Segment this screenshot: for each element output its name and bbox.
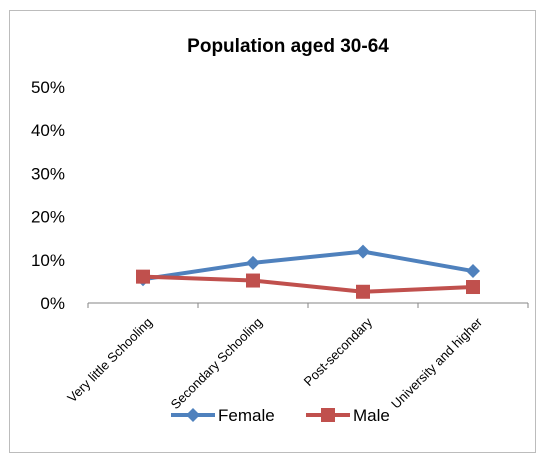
x-tick-label: Post-secondary xyxy=(301,314,376,389)
data-point-female xyxy=(246,255,260,270)
y-tick-label: 10% xyxy=(31,251,65,270)
legend-label-male: Male xyxy=(353,406,390,425)
x-tick-label: Secondary Schooling xyxy=(168,315,265,412)
data-point-male xyxy=(246,273,260,288)
chart-frame xyxy=(9,10,536,453)
x-tick-label: Very little Schooling xyxy=(64,315,155,406)
data-point-male xyxy=(466,280,480,295)
legend-marker-female xyxy=(186,408,200,422)
data-point-female xyxy=(466,264,480,279)
data-point-male xyxy=(356,284,370,299)
y-tick-label: 0% xyxy=(40,294,65,313)
y-tick-label: 20% xyxy=(31,208,65,227)
y-tick-label: 30% xyxy=(31,164,65,183)
x-tick-label: University and higher xyxy=(388,314,485,411)
legend-marker-male xyxy=(321,408,335,422)
series-line-female xyxy=(141,249,475,282)
chart-title: Population aged 30-64 xyxy=(187,36,389,57)
data-point-male xyxy=(136,269,150,284)
legend-label-female: Female xyxy=(218,406,275,425)
y-tick-label: 40% xyxy=(31,121,65,140)
series-line-male xyxy=(141,274,475,294)
data-point-female xyxy=(356,244,370,259)
y-tick-label: 50% xyxy=(31,78,65,97)
